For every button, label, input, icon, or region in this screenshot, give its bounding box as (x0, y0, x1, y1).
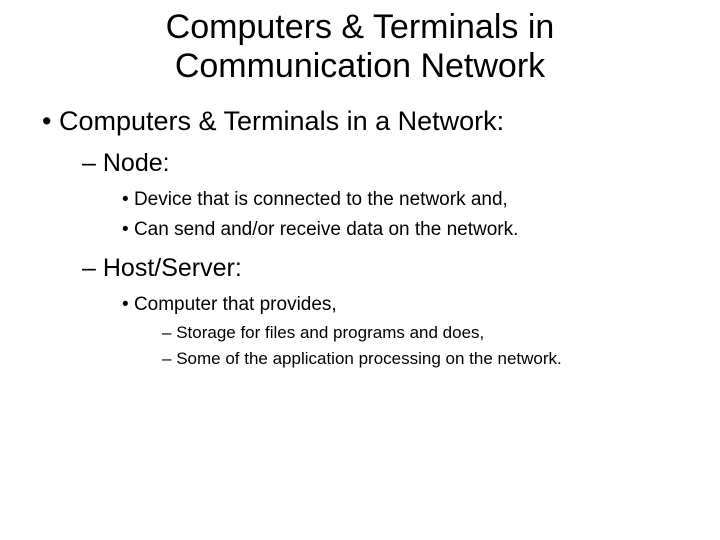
bullet-text: Host/Server: (103, 254, 242, 282)
bullet-text: Computer that provides, (134, 294, 337, 315)
bullet-level4: Storage for files and programs and does, (162, 322, 690, 345)
bullet-level3: Device that is connected to the network … (122, 187, 690, 213)
bullet-text: Some of the application processing on th… (176, 349, 562, 368)
bullet-text: Can send and/or receive data on the netw… (134, 219, 518, 240)
bullet-level1: Computers & Terminals in a Network: (42, 104, 690, 139)
bullet-text: Storage for files and programs and does, (176, 323, 484, 342)
bullet-level3: Computer that provides, (122, 292, 690, 318)
bullet-level3: Can send and/or receive data on the netw… (122, 217, 690, 243)
slide-title: Computers & Terminals in Communication N… (30, 8, 690, 86)
bullet-level2: Node: (82, 147, 690, 181)
bullet-text: Computers & Terminals in a Network: (59, 106, 504, 136)
bullet-text: Node: (103, 149, 170, 177)
bullet-text: Device that is connected to the network … (134, 189, 508, 210)
bullet-level2: Host/Server: (82, 252, 690, 286)
bullet-level4: Some of the application processing on th… (162, 348, 690, 371)
slide-container: Computers & Terminals in Communication N… (0, 0, 720, 371)
